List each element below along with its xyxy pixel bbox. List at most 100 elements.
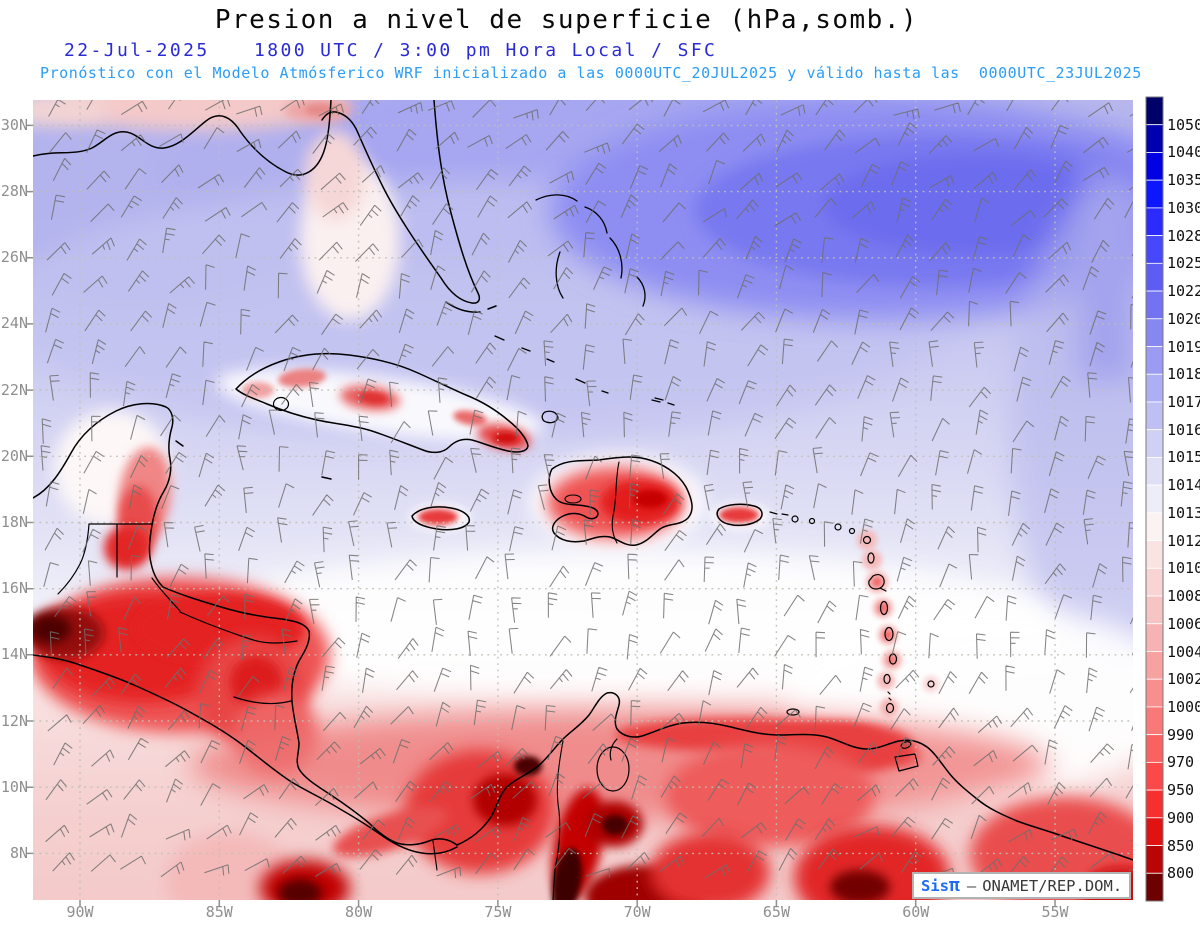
coast-cuba: [235, 352, 529, 454]
colorbar-segment: [1145, 567, 1164, 597]
lon-axis-label: 60W: [902, 903, 930, 921]
colorbar-segment: [1145, 429, 1164, 458]
coastlines: [33, 100, 1133, 900]
colorbar-segment: [1145, 761, 1164, 791]
coast-bahamas: [494, 194, 675, 424]
colorbar-label: 1016: [1167, 420, 1200, 439]
colorbar-segment: [1145, 623, 1164, 652]
colorbar-segment: [1145, 484, 1164, 514]
colorbar-segment: [1145, 651, 1164, 680]
colorbar-label: 1008: [1167, 587, 1200, 605]
page-title: Presion a nivel de superficie (hPa,somb.…: [214, 5, 919, 35]
watermark-badge: Sis π – ONAMET/REP.DOM.: [912, 872, 1132, 899]
lat-axis-label: 16N: [0, 579, 28, 598]
colorbar-label: 1020: [1167, 309, 1200, 328]
colorbar-label: 800: [1167, 864, 1195, 883]
wind-barbs: [40, 100, 1133, 879]
colorbar-label: 1025: [1167, 254, 1200, 273]
coast-isla-juventud: [272, 396, 290, 412]
lon-axis-label: 65W: [762, 903, 790, 921]
lon-axis-label: 85W: [205, 903, 233, 921]
border-panama-colombia: [432, 840, 438, 871]
colorbar-segment: [1145, 789, 1164, 819]
lat-axis-label: 20N: [0, 446, 28, 465]
lat-axis-label: 24N: [0, 314, 28, 333]
border-belize-guatemala: [57, 523, 153, 595]
lon-axis-label: 55W: [1041, 903, 1069, 921]
colorbar-label: 900: [1167, 808, 1195, 827]
valid-date: 22-Jul-2025: [64, 40, 210, 61]
coast-margarita: [786, 708, 800, 716]
colorbar-segment: [1145, 346, 1164, 375]
border-haiti-dr: [611, 461, 620, 544]
coast-gonave: [564, 494, 582, 504]
lat-axis-label: 14N: [0, 645, 28, 664]
colorbar-segment: [1145, 124, 1164, 153]
lat-axis-label: 8N: [9, 843, 28, 862]
colorbar-segment: [1145, 235, 1164, 264]
coast-puerto-rico: [716, 503, 763, 527]
colorbar-label: 970: [1167, 753, 1195, 772]
colorbar: [1145, 96, 1164, 902]
lon-axis-label: 70W: [623, 903, 651, 921]
colorbar-label: 1014: [1167, 476, 1200, 495]
watermark-separator: –: [966, 876, 977, 895]
colorbar-segment: [1145, 179, 1164, 209]
colorbar-segment: [1145, 290, 1164, 320]
colorbar-segment: [1145, 318, 1164, 347]
colorbar-label: 1017: [1167, 393, 1200, 411]
colorbar-segment: [1145, 512, 1164, 541]
axis-ticks: [26, 124, 1056, 907]
colorbar-segment: [1145, 457, 1164, 486]
valid-time: 1800 UTC / 3:00 pm Hora Local / SFC: [254, 40, 718, 61]
coast-yucatan-central-america: [33, 402, 458, 846]
lat-axis-label: 18N: [0, 512, 28, 531]
colorbar-segment: [1145, 207, 1164, 237]
colorbar-label: 1010: [1167, 559, 1200, 578]
colorbar-label: 1013: [1167, 503, 1200, 522]
coast-virgin-islands: [769, 511, 789, 516]
coast-lesser-antilles: [791, 515, 935, 772]
coast-lake-maracaibo: [596, 746, 630, 792]
colorbar-segment: [1145, 401, 1164, 431]
colorbar-segment: [1145, 872, 1164, 902]
colorbar-label: 1012: [1167, 531, 1200, 550]
lon-axis-label: 75W: [484, 903, 512, 921]
colorbar-label: 990: [1167, 725, 1195, 744]
colorbar-segment: [1145, 678, 1164, 708]
lat-axis-label: 12N: [0, 711, 28, 730]
colorbar-label: 1028: [1167, 226, 1200, 245]
coast-south-america: [456, 691, 1133, 861]
colorbar-segment: [1145, 96, 1164, 126]
watermark-pi-icon: π: [949, 874, 960, 896]
coast-cozumel: [175, 440, 184, 447]
lat-axis-label: 22N: [0, 380, 28, 399]
forecast-description: Pronóstico con el Modelo Atmósferico WRF…: [40, 64, 1142, 82]
colorbar-segment: [1145, 262, 1164, 292]
colorbar-label: 1015: [1167, 448, 1200, 467]
coast-hispaniola: [548, 456, 693, 547]
coast-florida-east: [321, 100, 481, 304]
coast-cayman: [321, 476, 332, 480]
colorbar-label: 950: [1167, 781, 1195, 800]
colorbar-segment: [1145, 845, 1164, 874]
lon-axis-label: 80W: [345, 903, 373, 921]
colorbar-segment: [1145, 540, 1164, 569]
colorbar-segment: [1145, 734, 1164, 763]
lon-axis-label: 90W: [66, 903, 94, 921]
lat-axis-label: 10N: [0, 777, 28, 796]
colorbar-segment: [1145, 595, 1164, 625]
watermark-org: ONAMET/REP.DOM.: [982, 876, 1123, 895]
colorbar-label: 1004: [1167, 642, 1200, 661]
border-colombia-venezuela: [552, 740, 564, 900]
colorbar-label: 1002: [1167, 670, 1200, 689]
coast-jamaica: [411, 506, 471, 531]
colorbar-label: 1022: [1167, 282, 1200, 301]
coast-gulf-florida: [33, 100, 332, 176]
colorbar-label: 1000: [1167, 697, 1200, 716]
colorbar-label: 1035: [1167, 171, 1200, 190]
colorbar-label: 1019: [1167, 337, 1200, 356]
colorbar-label: 1018: [1167, 365, 1200, 384]
